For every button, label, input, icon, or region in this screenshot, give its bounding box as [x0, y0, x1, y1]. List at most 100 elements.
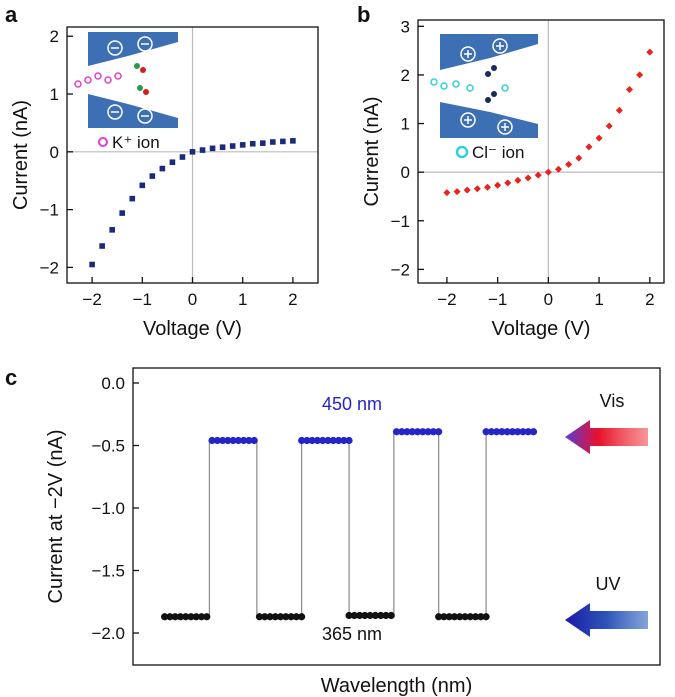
panel: −2 −1 0 1 2 −2 −1 0 1 2 Voltage (V) Current (nA) a: [5, 2, 319, 340]
data-point: [192, 613, 200, 621]
data-point: [498, 428, 506, 436]
data-point: [443, 189, 451, 197]
data-point: [463, 186, 471, 194]
molecule-icons: [134, 63, 149, 95]
data-point: [483, 183, 491, 191]
y-tick-label: −1.0: [91, 499, 125, 518]
x-tick-label: 0: [188, 290, 197, 309]
data-point: [493, 428, 501, 436]
data-point: [149, 173, 156, 179]
data-point: [245, 436, 253, 445]
annotation: Vis: [600, 391, 625, 411]
nanochannel-wall: [88, 32, 178, 66]
data-point: [575, 154, 583, 162]
data-point: [435, 613, 443, 621]
annotation: 365 nm: [322, 624, 382, 644]
data-point: [554, 165, 562, 173]
data-point: [371, 611, 380, 620]
data-point: [169, 159, 176, 166]
data-point: [250, 436, 258, 445]
y-tick-label: 2: [50, 27, 59, 46]
data-point: [298, 613, 306, 621]
annotation: 450 nm: [322, 394, 382, 414]
data-point: [482, 428, 490, 436]
data-point: [287, 613, 295, 621]
data-point: [166, 613, 174, 621]
x-tick-label: 1: [238, 290, 247, 309]
data-point: [270, 139, 276, 145]
data-point: [345, 436, 353, 445]
data-point: [229, 143, 236, 149]
data-point: [615, 106, 623, 114]
data-line: [164, 431, 534, 618]
data-point: [435, 428, 443, 436]
legend-ion: [455, 145, 469, 159]
data-point: [161, 613, 169, 621]
data-point: [605, 122, 613, 130]
data-point: [503, 428, 511, 436]
y-tick-label: −2: [40, 258, 59, 277]
y-axis-label: Current (nA): [361, 96, 383, 206]
data-point: [424, 428, 432, 436]
x-tick-label: 0: [544, 290, 553, 309]
data-point: [361, 611, 369, 620]
nanochannel-wall: [440, 34, 538, 70]
data-point: [189, 149, 196, 155]
data-point: [356, 611, 364, 620]
y-tick-label: 0: [401, 163, 410, 182]
data-point: [514, 176, 522, 184]
data-point: [282, 613, 290, 621]
data-point: [403, 428, 411, 436]
data-point: [229, 436, 237, 445]
ion-icons: [74, 72, 122, 88]
data-point: [308, 436, 316, 445]
data-point: [199, 147, 206, 153]
charge-icons: [107, 36, 153, 124]
molecule-icons: [485, 65, 497, 103]
data-point: [477, 613, 485, 621]
x-tick-label: 2: [288, 290, 297, 309]
data-point: [408, 428, 416, 436]
y-tick-label: −1: [40, 201, 59, 220]
inset-a: K⁺ ion: [74, 29, 180, 152]
data-point: [636, 71, 644, 79]
data-point: [139, 182, 146, 189]
data-point: [487, 428, 495, 436]
data-point: [345, 611, 353, 620]
charge-icons: [460, 38, 513, 135]
data-point: [646, 48, 654, 56]
x-axis-label: Voltage (V): [143, 318, 242, 340]
data-point: [303, 436, 311, 445]
data-point: [419, 428, 427, 436]
data-point: [271, 613, 279, 621]
data-point: [292, 613, 300, 621]
x-tick-label: 1: [594, 290, 603, 309]
x-tick-label: 2: [645, 290, 654, 309]
data-point: [429, 428, 437, 436]
data-point: [329, 436, 337, 445]
data-point: [595, 134, 603, 142]
data-point: [219, 144, 226, 150]
x-axis-label: Voltage (V): [492, 318, 591, 340]
y-axis-label: Current (nA): [10, 100, 32, 210]
x-tick-label: −1: [488, 290, 507, 309]
data-point: [203, 613, 211, 621]
panel-label: a: [5, 2, 18, 27]
data-point: [585, 143, 593, 151]
data-point: [209, 145, 216, 152]
y-tick-label: −2.0: [91, 624, 125, 643]
inset-label: K⁺ ion: [112, 133, 160, 152]
data-point: [392, 428, 401, 436]
data-point: [466, 613, 474, 621]
data-point: [324, 436, 332, 445]
data-point: [224, 436, 232, 445]
y-tick-label: 1: [50, 85, 59, 104]
data-point: [280, 138, 286, 145]
inset-b: Cl⁻ ion: [430, 29, 540, 165]
y-tick-label: −1.5: [91, 562, 125, 581]
data-point: [471, 613, 480, 621]
data-point: [514, 428, 522, 436]
data-point: [398, 428, 406, 436]
y-tick-label: 0: [50, 143, 59, 162]
